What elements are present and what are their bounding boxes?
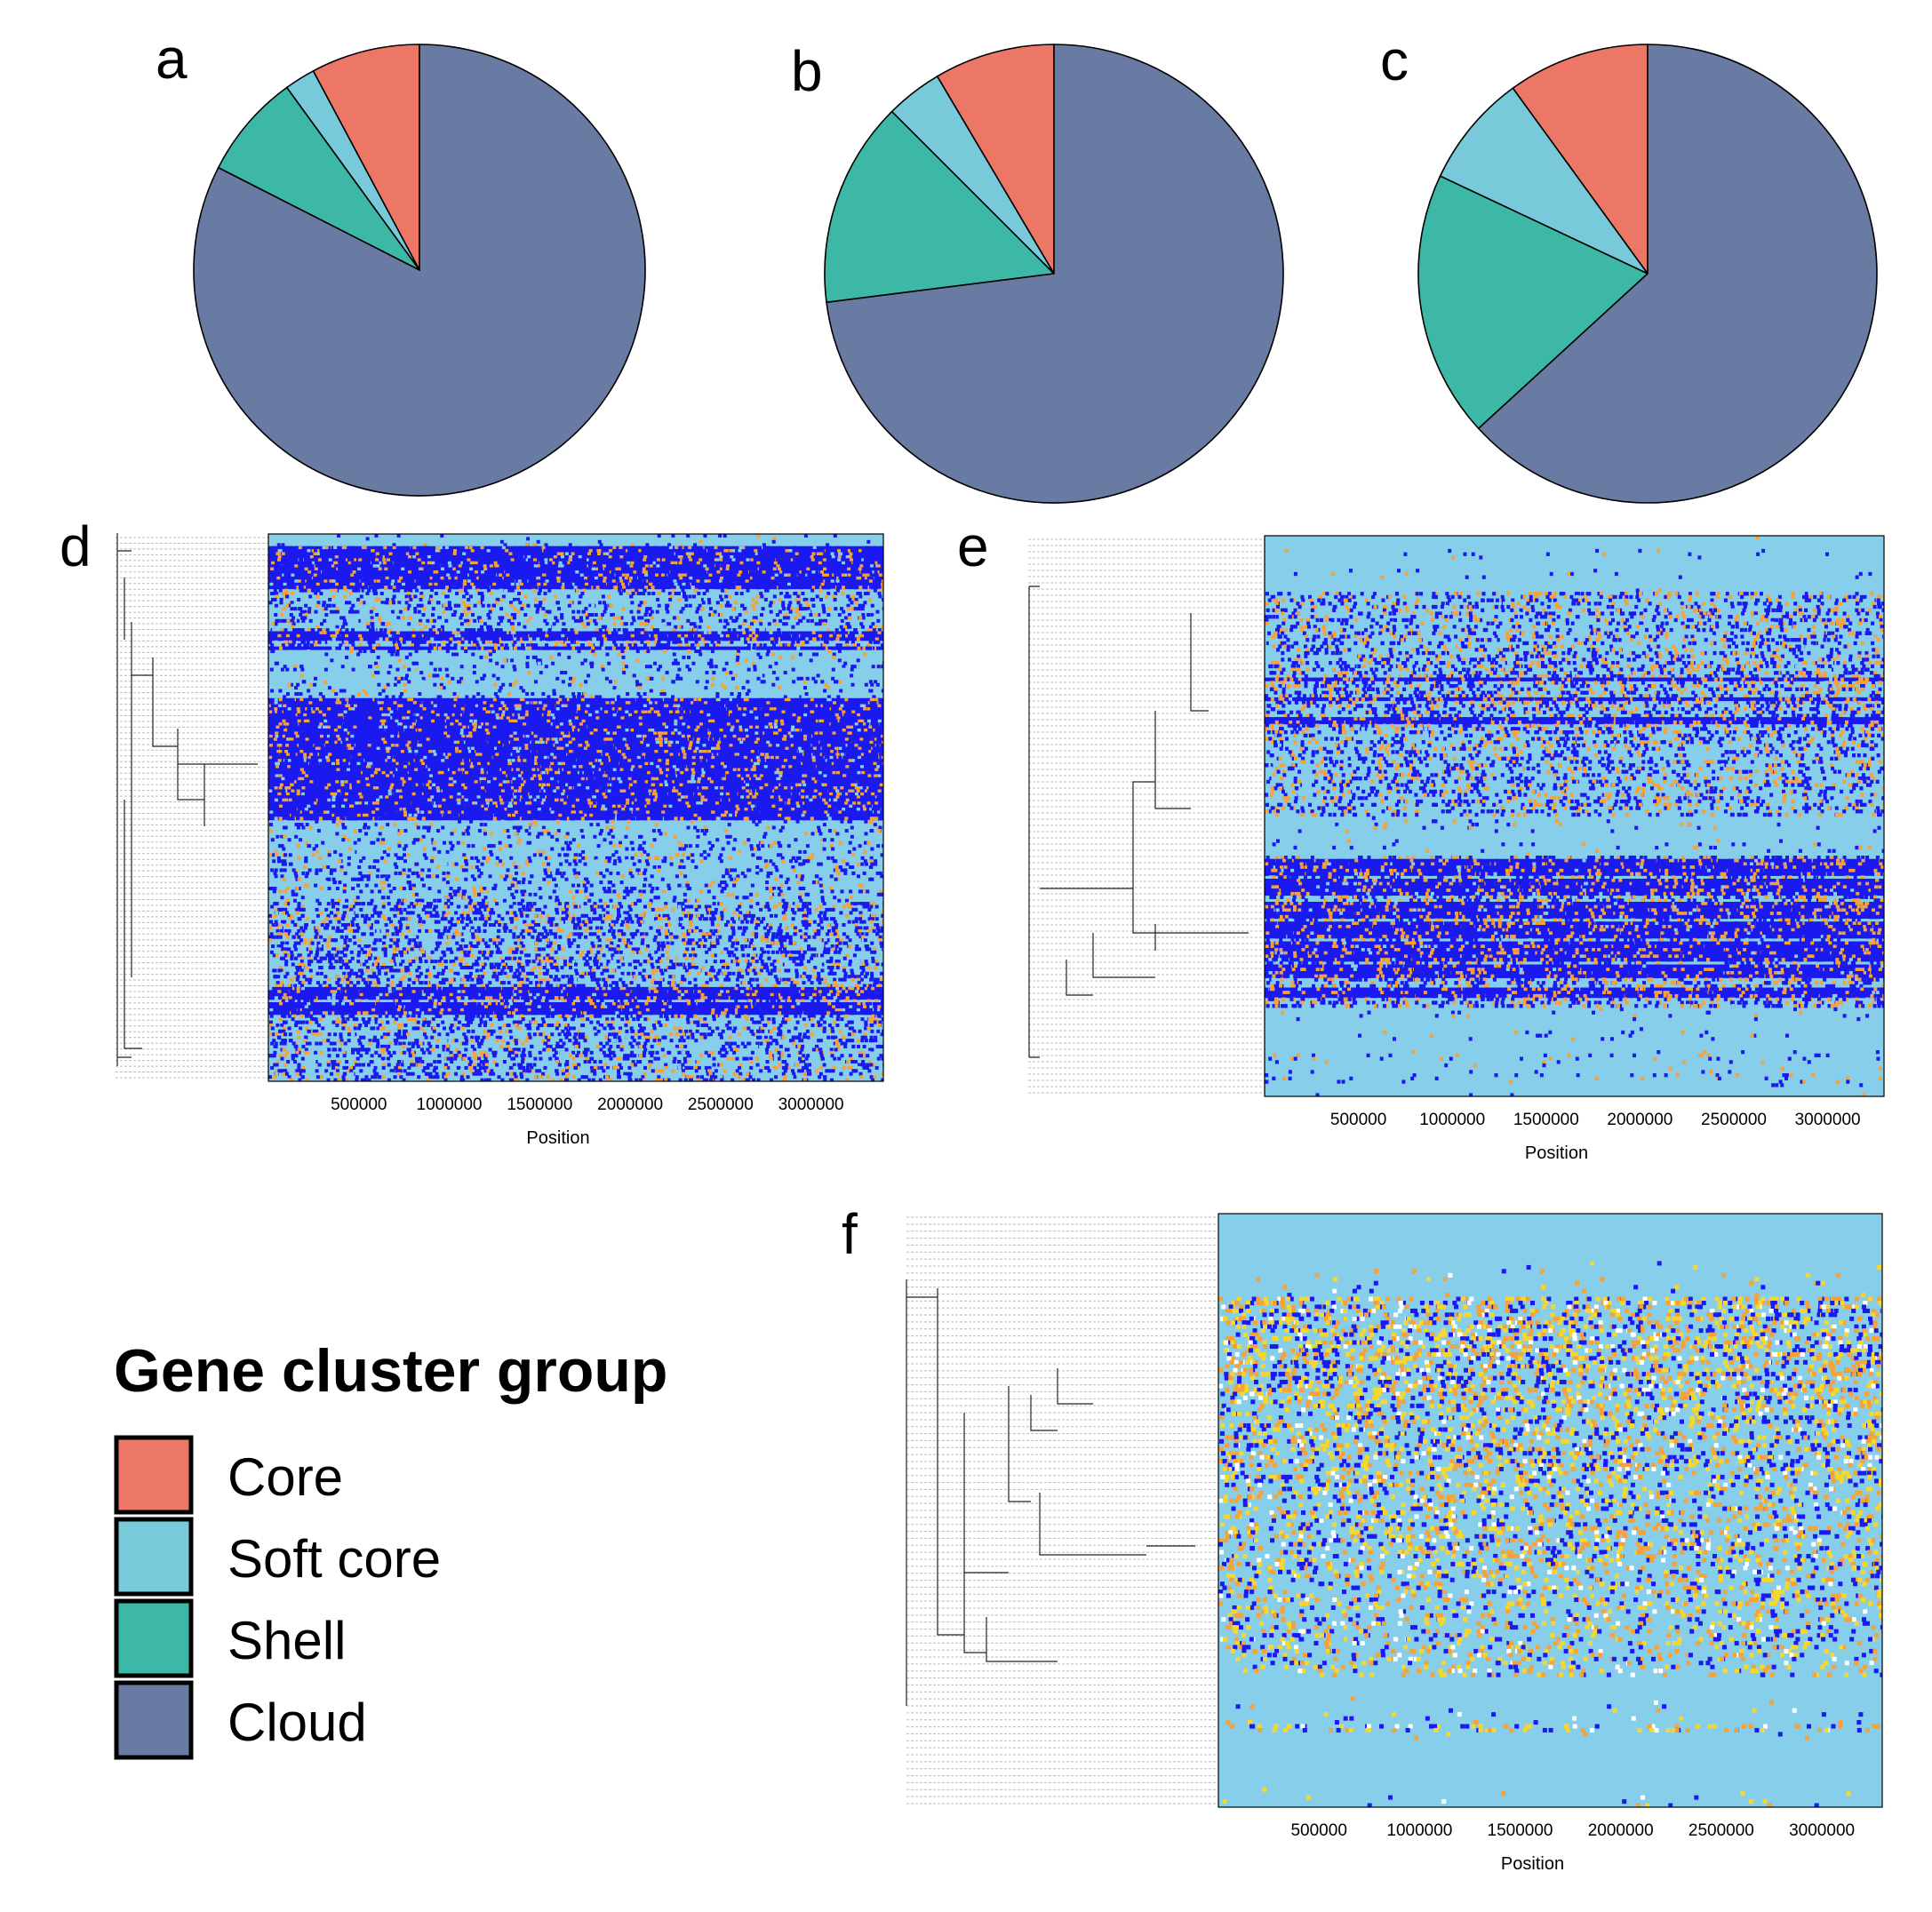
x-tick-label: 500000 — [1330, 1111, 1386, 1129]
x-axis: 500000 1000000 1500000 2000000 2500000 300000… — [331, 1095, 843, 1148]
x-tick-label: 1000000 — [417, 1095, 483, 1114]
x-tick-label: 3000000 — [1789, 1821, 1855, 1840]
pie-slice-cloud — [826, 44, 1284, 504]
legend-swatch-shell — [114, 1598, 194, 1678]
legend-label-core: Core — [228, 1447, 343, 1507]
heatmap-matrix — [1265, 536, 1884, 1096]
pie-chart-c — [1417, 44, 1878, 504]
x-tick-label: 1000000 — [1386, 1821, 1452, 1840]
x-axis: 500000 1000000 1500000 2000000 2500000 300000… — [1290, 1821, 1855, 1874]
x-tick-label: 2500000 — [688, 1095, 754, 1114]
panel-letter-f: f — [842, 1202, 858, 1266]
x-tick-label: 500000 — [1290, 1821, 1346, 1840]
legend-label-soft-core: Soft core — [228, 1529, 441, 1589]
x-tick-label: 3000000 — [1795, 1111, 1861, 1129]
heatmap-matrix — [1218, 1214, 1882, 1807]
heatmap-panel-f: 500000 1000000 1500000 2000000 2500000 300000… — [906, 1213, 1883, 1874]
panel-letter-a: a — [156, 27, 188, 91]
dendrogram — [116, 533, 268, 1079]
x-tick-label: 1500000 — [1488, 1821, 1553, 1840]
panel-letter-c: c — [1380, 28, 1409, 92]
x-tick-label: 2500000 — [1701, 1111, 1767, 1129]
heatmap-panel-e: 500000 1000000 1500000 2000000 2500000 300000… — [1028, 535, 1885, 1163]
x-axis-label: Position — [1525, 1143, 1588, 1163]
x-tick-label: 2000000 — [1607, 1111, 1673, 1129]
dendrogram — [906, 1216, 1218, 1804]
pie-chart-a — [193, 44, 646, 497]
dendrogram — [1028, 538, 1265, 1094]
pie-slice-core — [312, 44, 420, 271]
x-axis-label: Position — [1501, 1854, 1564, 1874]
x-tick-label: 1500000 — [507, 1095, 572, 1114]
pie-slice-cloud — [1477, 44, 1878, 504]
heatmap-panel-d: 500000 1000000 1500000 2000000 2500000 300000… — [116, 533, 884, 1148]
panel-letter-b: b — [791, 39, 823, 103]
legend: Gene cluster group Core Soft core Shell … — [114, 1337, 667, 1760]
x-axis: 500000 1000000 1500000 2000000 2500000 300000… — [1330, 1111, 1861, 1163]
panel-letter-e: e — [957, 514, 989, 578]
legend-label-cloud: Cloud — [228, 1693, 367, 1752]
pie-slice-shell — [1417, 175, 1649, 430]
heatmap-frame — [267, 533, 884, 1082]
legend-swatch-core — [114, 1435, 194, 1515]
legend-title: Gene cluster group — [114, 1337, 667, 1405]
panel-letter-d: d — [60, 514, 92, 578]
heatmap-matrix — [268, 534, 883, 1081]
pie-slice-soft-core — [1439, 87, 1649, 275]
pie-slice-shell — [217, 86, 420, 271]
pie-chart-b — [824, 44, 1284, 504]
pie-slice-cloud — [193, 44, 646, 497]
heatmap-frame — [1264, 535, 1885, 1097]
legend-swatch-cloud — [114, 1680, 194, 1760]
legend-label-shell: Shell — [228, 1611, 346, 1670]
legend-swatch-soft-core — [114, 1517, 194, 1597]
x-tick-label: 500000 — [331, 1095, 387, 1114]
pie-slice-core — [1512, 44, 1649, 276]
x-tick-label: 1000000 — [1419, 1111, 1485, 1129]
x-tick-label: 3000000 — [778, 1095, 844, 1114]
x-axis-label: Position — [526, 1128, 589, 1148]
x-tick-label: 1500000 — [1513, 1111, 1579, 1129]
pie-slice-shell — [824, 110, 1056, 304]
x-tick-label: 2500000 — [1689, 1821, 1754, 1840]
x-tick-label: 2000000 — [597, 1095, 663, 1114]
pie-slice-core — [936, 44, 1055, 276]
heatmap-frame — [1217, 1213, 1883, 1808]
x-tick-label: 2000000 — [1588, 1821, 1654, 1840]
